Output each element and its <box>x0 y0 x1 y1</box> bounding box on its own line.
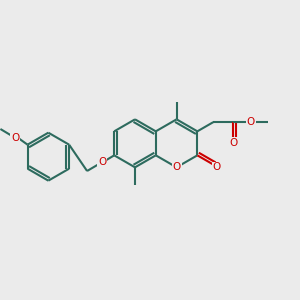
Text: O: O <box>11 133 20 143</box>
Text: O: O <box>229 138 237 148</box>
Text: O: O <box>246 117 255 127</box>
Text: O: O <box>213 162 221 172</box>
Text: O: O <box>98 157 106 167</box>
Text: O: O <box>172 162 181 172</box>
